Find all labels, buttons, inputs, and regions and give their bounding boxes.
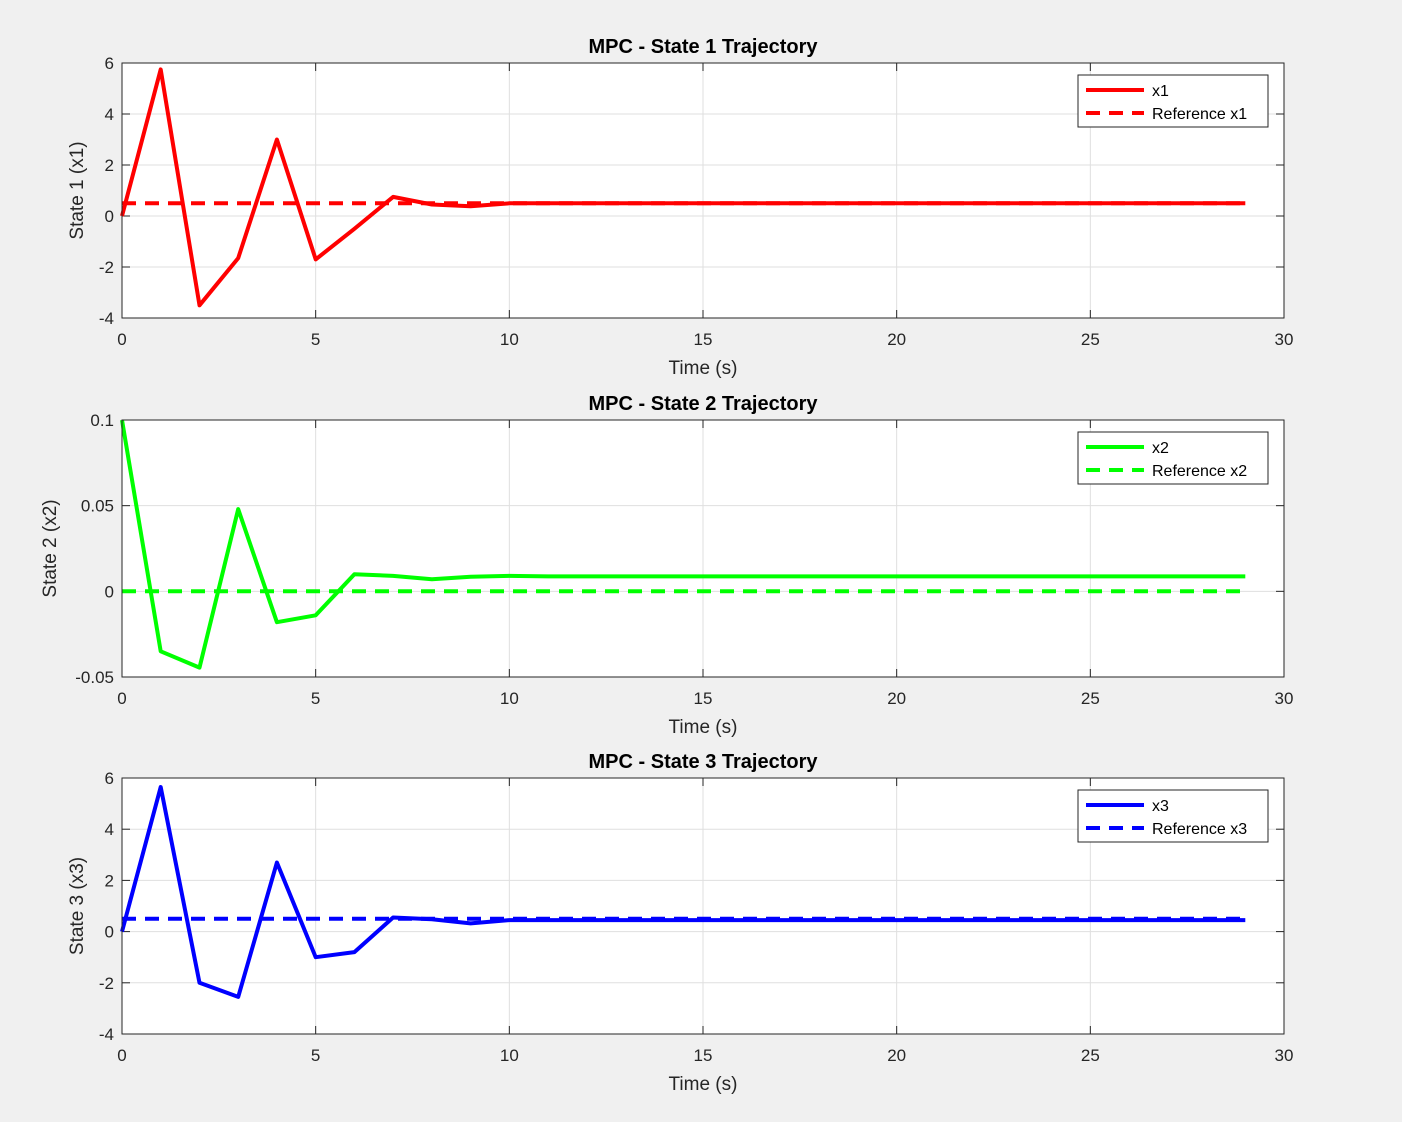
x-tick-label: 20: [887, 689, 906, 708]
x-tick-label: 5: [311, 330, 320, 349]
y-tick-label: 0: [105, 923, 114, 942]
series-group: [120, 67, 1246, 308]
axes-box: [121, 777, 1285, 1035]
y-axis-label: State 1 (x1): [67, 141, 88, 239]
y-tick-label: 0: [105, 207, 114, 226]
y-tick-label: 0: [105, 582, 114, 601]
y-axis-label: State 2 (x2): [40, 499, 61, 597]
subplot-3: 0 5 10 15 20 25 30 -4 -2 0 2 4 6 MPC - State 3 Trajec…: [67, 751, 1293, 1095]
legend: x2 Reference x2: [1077, 431, 1269, 485]
x-tick-label: 10: [500, 689, 519, 708]
series-group: [120, 419, 1246, 670]
x-tick-label: 30: [1275, 330, 1294, 349]
y-tick-label: -2: [99, 974, 114, 993]
y-tick-label: 2: [105, 156, 114, 175]
x-tick-label: 25: [1081, 689, 1100, 708]
chart-title: MPC - State 2 Trajectory: [589, 393, 819, 415]
chart-title: MPC - State 3 Trajectory: [589, 751, 819, 773]
legend-label: x3: [1152, 798, 1169, 815]
x-tick-label: 25: [1081, 1046, 1100, 1065]
axes-box: [121, 419, 1285, 678]
y-tick-label: -4: [99, 1025, 114, 1044]
x-tick-label: 10: [500, 1046, 519, 1065]
legend-label: Reference x3: [1152, 821, 1247, 838]
x-tick-label: 5: [311, 1046, 320, 1065]
y-tick-label: -4: [99, 309, 114, 328]
legend-box: [1077, 431, 1269, 485]
legend-label: Reference x2: [1152, 463, 1247, 480]
legend-label: Reference x1: [1152, 106, 1247, 123]
x-tick-label: 5: [311, 689, 320, 708]
y-tick-label: 6: [105, 54, 114, 73]
x-tick-label: 15: [694, 330, 713, 349]
legend-box: [1077, 789, 1269, 843]
x-tick-label: 30: [1275, 1046, 1294, 1065]
y-tick-label: 0.1: [90, 411, 114, 430]
x-tick-label: 25: [1081, 330, 1100, 349]
x-tick-label: 0: [117, 689, 126, 708]
y-tick-label: -2: [99, 258, 114, 277]
x-tick-label: 0: [117, 1046, 126, 1065]
legend-label: x2: [1152, 440, 1169, 457]
x-tick-label: 20: [887, 330, 906, 349]
y-tick-label: 2: [105, 871, 114, 890]
x-tick-label: 20: [887, 1046, 906, 1065]
y-tick-label: -0.05: [75, 668, 114, 687]
x-tick-label: 0: [117, 330, 126, 349]
y-tick-label: 4: [105, 820, 114, 839]
x-axis-label: Time (s): [669, 717, 738, 738]
y-tick-label: 6: [105, 769, 114, 788]
legend-label: x1: [1152, 83, 1169, 100]
x-tick-label: 10: [500, 330, 519, 349]
chart-title: MPC - State 1 Trajectory: [589, 36, 819, 58]
subplot-1: 0 5 10 15 20 25 30 -4 -2 0 2 4 6 MPC - State 1 Trajec…: [67, 36, 1293, 379]
legend-box: [1077, 74, 1269, 128]
legend: x3 Reference x3: [1077, 789, 1269, 843]
y-axis-label: State 3 (x3): [67, 857, 88, 955]
x-axis-label: Time (s): [669, 358, 738, 379]
x-tick-label: 15: [694, 1046, 713, 1065]
series-group: [120, 785, 1246, 999]
y-tick-label: 4: [105, 105, 114, 124]
x-tick-label: 30: [1275, 689, 1294, 708]
x-tick-label: 15: [694, 689, 713, 708]
trajectory-line-x2: [120, 419, 1246, 670]
legend: x1 Reference x1: [1077, 74, 1269, 128]
x-axis-label: Time (s): [669, 1074, 738, 1095]
axes-box: [121, 62, 1285, 319]
y-tick-label: 0.05: [81, 497, 114, 516]
